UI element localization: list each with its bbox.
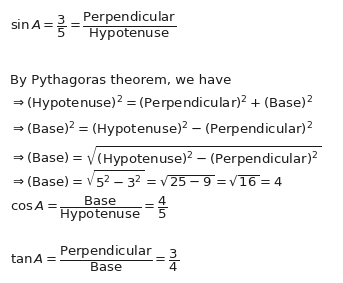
Text: $\sin A = \dfrac{3}{5} = \dfrac{\mathsf{Perpendicular}}{\mathsf{Hypotenuse}}$: $\sin A = \dfrac{3}{5} = \dfrac{\mathsf{…	[10, 10, 177, 43]
Text: $\Rightarrow (\mathsf{Base}) = \sqrt{(\mathsf{Hypotenuse})^2 - (\mathsf{Perpendi: $\Rightarrow (\mathsf{Base}) = \sqrt{(\m…	[10, 144, 322, 169]
Text: $\cos A = \dfrac{\mathsf{Base}}{\mathsf{Hypotenuse}} = \dfrac{4}{5}$: $\cos A = \dfrac{\mathsf{Base}}{\mathsf{…	[10, 195, 168, 224]
Text: $\Rightarrow (\mathsf{Base})^2 = (\mathsf{Hypotenuse})^2 - (\mathsf{Perpendicula: $\Rightarrow (\mathsf{Base})^2 = (\maths…	[10, 120, 313, 140]
Text: By Pythagoras theorem, we have: By Pythagoras theorem, we have	[10, 74, 232, 87]
Text: $\Rightarrow (\mathsf{Base}) = \sqrt{5^2 - 3^2} = \sqrt{25-9} = \sqrt{16} = 4$: $\Rightarrow (\mathsf{Base}) = \sqrt{5^2…	[10, 168, 284, 190]
Text: $\tan A = \dfrac{\mathsf{Perpendicular}}{\mathsf{Base}} = \dfrac{3}{4}$: $\tan A = \dfrac{\mathsf{Perpendicular}}…	[10, 243, 179, 273]
Text: $\Rightarrow (\mathsf{Hypotenuse})^2 = (\mathsf{Perpendicular})^2 + (\mathsf{Bas: $\Rightarrow (\mathsf{Hypotenuse})^2 = (…	[10, 95, 313, 114]
